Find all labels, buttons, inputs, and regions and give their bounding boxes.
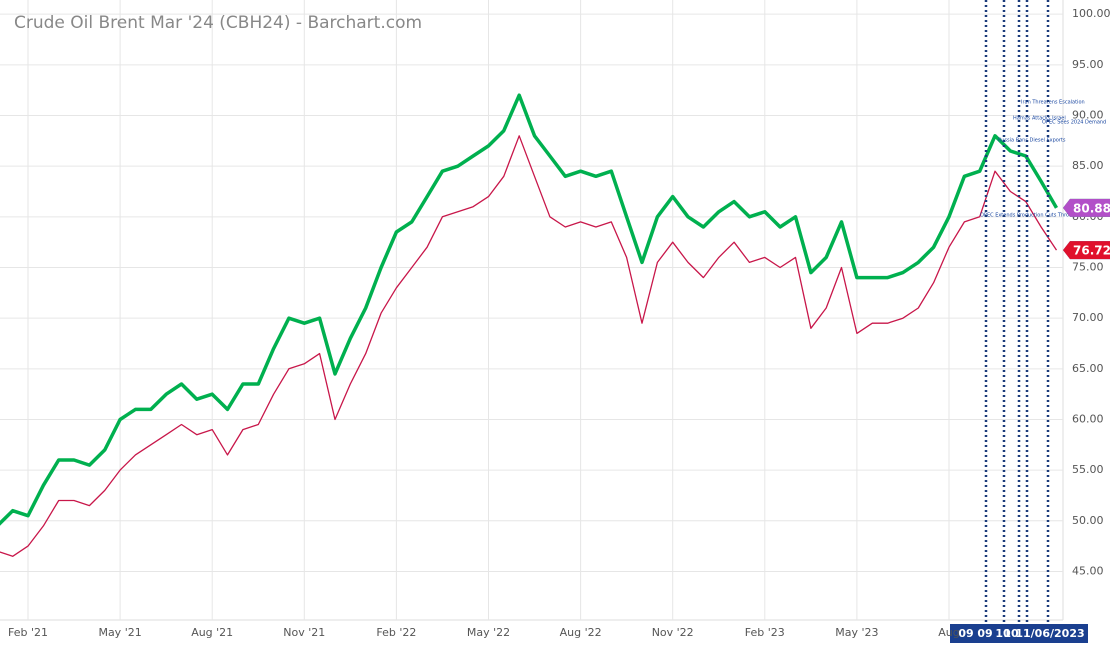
y-tick-label: 95.00 bbox=[1072, 58, 1104, 71]
y-tick-label: 65.00 bbox=[1072, 362, 1104, 375]
x-tick-label: May '22 bbox=[467, 626, 510, 639]
x-tick-label: Feb '22 bbox=[376, 626, 416, 639]
x-tick-label: Nov '21 bbox=[283, 626, 325, 639]
x-tick-label: Aug '21 bbox=[191, 626, 233, 639]
y-tick-label: 75.00 bbox=[1072, 260, 1104, 273]
chart-title: Crude Oil Brent Mar '24 (CBH24) - Barcha… bbox=[14, 13, 422, 33]
grid bbox=[0, 0, 1063, 620]
price-badge bbox=[1063, 198, 1110, 217]
events: OPEC Extends Production Cuts Through Dec… bbox=[950, 0, 1107, 643]
y-tick-label: 100.00 bbox=[1072, 7, 1110, 20]
event-date: 10 bbox=[995, 627, 1011, 640]
y-tick-label: 90.00 bbox=[1072, 109, 1104, 122]
price-badge bbox=[1063, 241, 1110, 260]
x-tick-label: Nov '22 bbox=[652, 626, 694, 639]
series-line bbox=[0, 93, 1059, 526]
y-tick-label: 45.00 bbox=[1072, 564, 1104, 577]
event-date: 09 bbox=[977, 627, 992, 640]
x-tick-label: Feb '21 bbox=[8, 626, 48, 639]
event-label-bg bbox=[950, 624, 1088, 643]
x-tick-label: Aug bbox=[938, 626, 959, 639]
event-date: 10 bbox=[1003, 627, 1019, 640]
x-tick-label: May '23 bbox=[835, 626, 878, 639]
event-date: 09 bbox=[958, 627, 973, 640]
price-badge-label: 76.72 bbox=[1073, 244, 1110, 258]
price-badge-label: 80.88 bbox=[1073, 201, 1110, 215]
series-line bbox=[0, 135, 1058, 557]
x-tick-label: May '21 bbox=[98, 626, 141, 639]
y-tick-label: 60.00 bbox=[1072, 412, 1104, 425]
labels: 100.0095.0090.0085.0080.0075.0070.0065.0… bbox=[8, 7, 1110, 639]
y-tick-label: 55.00 bbox=[1072, 463, 1104, 476]
event-annotation: OPEC Sees 2024 Demand bbox=[1042, 120, 1106, 126]
y-tick-label: 70.00 bbox=[1072, 311, 1104, 324]
x-tick-label: Feb '23 bbox=[745, 626, 785, 639]
x-tick-label: Aug '22 bbox=[560, 626, 602, 639]
event-date: 11/06/2023 bbox=[1015, 627, 1084, 640]
event-annotation: OPEC Extends Production Cuts Through Dec… bbox=[980, 213, 1107, 219]
y-tick-label: 50.00 bbox=[1072, 514, 1104, 527]
plot-area bbox=[0, 93, 1059, 557]
event-annotation: Hamas Attacks Israel bbox=[1013, 116, 1066, 122]
event-annotation: Iran Threatens Escalation bbox=[1021, 100, 1085, 106]
event-annotation: Russia Bans Diesel Exports bbox=[998, 138, 1066, 144]
y-tick-label: 85.00 bbox=[1072, 159, 1104, 172]
